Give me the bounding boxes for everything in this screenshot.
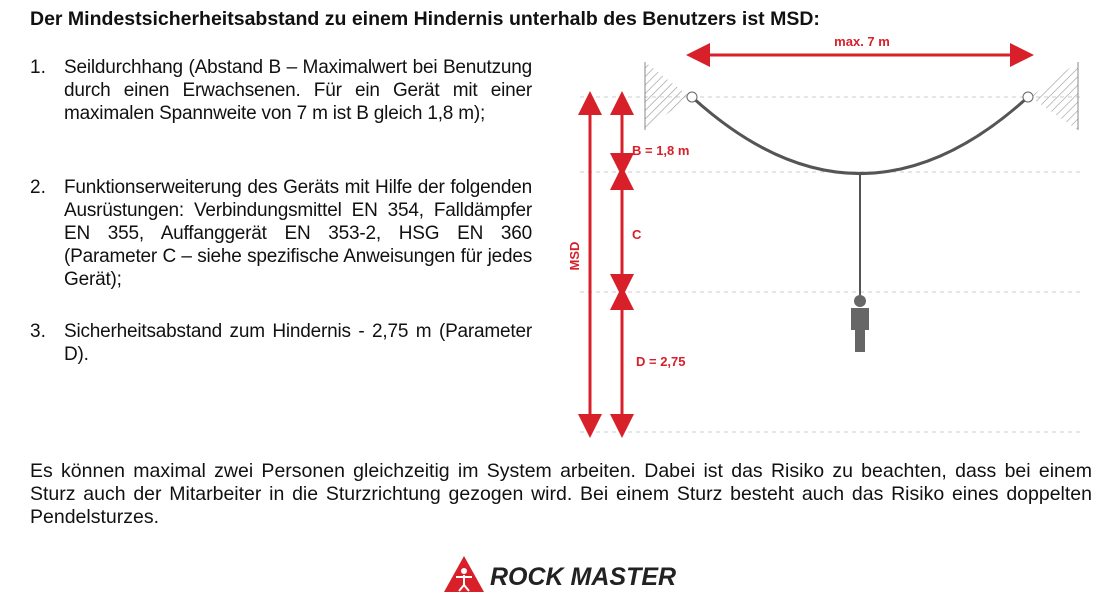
d-label: D = 2,75 (636, 354, 686, 369)
wall-right (1030, 62, 1078, 130)
b-label: B = 1,8 m (632, 143, 689, 158)
logo: ROCK MASTER (444, 556, 676, 592)
item-text: Sicherheitsabstand zum Hindernis - 2,75 … (64, 321, 532, 365)
footer-text: Es können maximal zwei Personen gleichze… (30, 460, 1092, 528)
rope (690, 95, 1030, 175)
anchor (686, 91, 698, 103)
item-number: 3. (30, 321, 46, 342)
item-text: Funktionserweiterung des Geräts mit Hilf… (64, 177, 532, 290)
list-item: 1. Seildurchhang (Abstand B – Maximalwert… (30, 56, 532, 125)
msd-label: MSD (567, 242, 582, 271)
list-item: 2. Funktionserweiterung des Geräts mit Hi… (30, 176, 532, 291)
item-number: 1. (30, 57, 46, 78)
title: Der Mindestsicherheitsabstand zu einem H… (30, 8, 820, 30)
item-text: Seildurchhang (Abstand B – Maximalwert b… (64, 57, 532, 124)
item-number: 2. (30, 177, 46, 198)
logo-text: ROCK MASTER (490, 563, 676, 591)
c-label: C (632, 227, 642, 242)
person (851, 295, 869, 352)
anchor (1022, 91, 1034, 103)
list-item: 3. Sicherheitsabstand zum Hindernis - 2,7… (30, 320, 532, 366)
wall-left (645, 62, 690, 130)
arrows (578, 43, 1034, 438)
span-label: max. 7 m (834, 34, 890, 49)
